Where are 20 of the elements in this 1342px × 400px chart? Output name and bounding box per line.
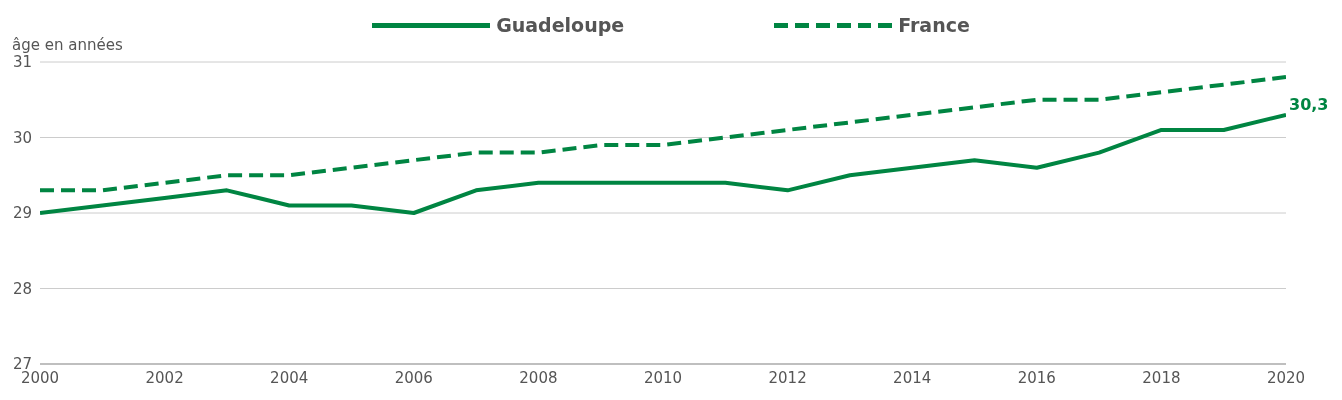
- y-tick-label: 30: [12, 128, 32, 147]
- legend-label: Guadeloupe: [496, 14, 625, 36]
- x-tick-label: 2012: [768, 368, 807, 387]
- x-tick-label: 2020: [1266, 368, 1306, 387]
- line-series: [40, 75, 1286, 193]
- annotation: 30,3: [1289, 94, 1329, 114]
- y-axis-title: âge en années: [12, 36, 123, 54]
- x-tick-label: 2006: [394, 368, 433, 387]
- x-tick-label: 2008: [519, 368, 558, 387]
- x-tick-label: 2018: [1142, 368, 1181, 387]
- y-tick-label: 28: [12, 279, 32, 298]
- y-tick-label: 31: [12, 53, 32, 72]
- x-tick-label: 2004: [270, 368, 309, 387]
- line-series: [40, 112, 1286, 215]
- x-tick-label: 2002: [145, 368, 184, 387]
- x-tick-label: 2014: [893, 368, 932, 387]
- x-tick-label: 2016: [1017, 368, 1056, 387]
- y-tick-label: 29: [12, 204, 32, 223]
- x-tick-label: 2010: [643, 368, 683, 387]
- legend-label: France: [898, 14, 970, 36]
